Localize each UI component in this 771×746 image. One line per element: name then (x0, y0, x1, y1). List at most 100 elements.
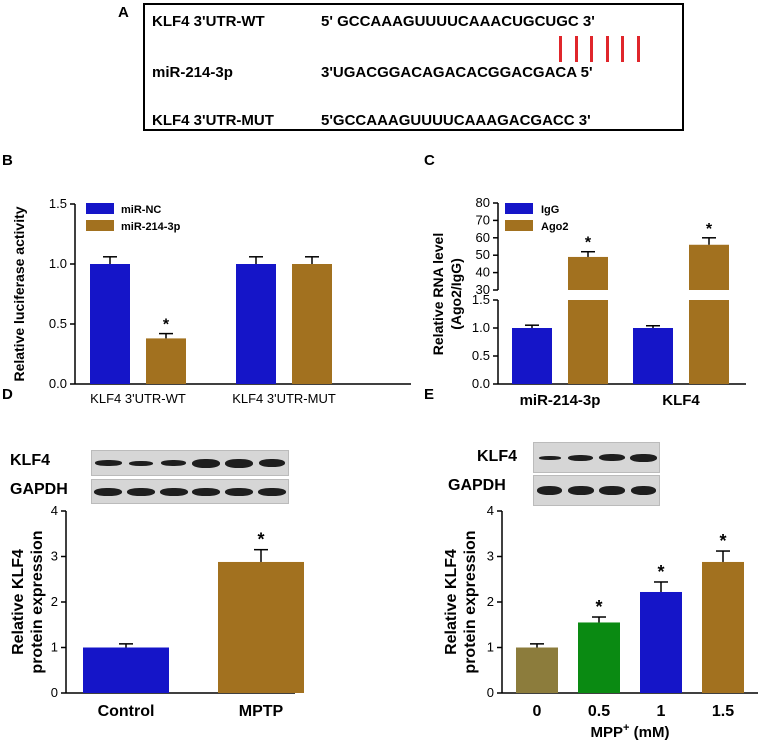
blot-d-klf4-label: KLF4 (10, 452, 50, 469)
sequence-alignment-box: KLF4 3'UTR-WT 5' GCCAAAGUUUUCAAACUGCUGC … (143, 3, 684, 131)
blot-band (192, 458, 221, 468)
chart-d-bar (83, 647, 169, 693)
panel-letter-c: C (424, 152, 435, 169)
chart-c-legend-label: IgG (541, 204, 559, 216)
chart-d-y-label: Relative KLF4 (10, 549, 27, 655)
chart-e-y-tick-label: 2 (487, 594, 494, 609)
base-pairing-lines (559, 36, 649, 62)
blot-e-gapdh-strip (533, 475, 660, 506)
chart-e-sig-marker: * (719, 531, 726, 551)
chart-c-legend-swatch (505, 220, 533, 231)
blot-band (630, 486, 657, 495)
chart-c-y-tick-label: 70 (476, 212, 490, 227)
wt-sequence: 5' GCCAAAGUUUUCAAACUGCUGC 3' (321, 13, 595, 30)
chart-b-y-tick-label: 0.0 (49, 376, 67, 391)
chart-e-x-label-unit: (mM) (629, 724, 669, 741)
blot-band (94, 460, 122, 466)
pairing-line (621, 36, 624, 62)
chart-b-x-tick-label: KLF4 3'UTR-WT (90, 391, 186, 406)
chart-e-bar (702, 561, 744, 693)
blot-band (128, 460, 154, 466)
chart-e-y-tick-label: 1 (487, 640, 494, 655)
mir-sequence-name: miR-214-3p (152, 64, 233, 81)
chart-c-x-tick-label: KLF4 (662, 392, 700, 409)
blot-band (568, 486, 594, 495)
chart-d-sig-marker: * (257, 530, 264, 550)
chart-e-x-label: MPP+ (mM) (591, 722, 670, 741)
chart-c-bar (568, 300, 608, 384)
chart-c-bar (512, 328, 552, 384)
chart-b-x-tick-label: KLF4 3'UTR-MUT (232, 391, 336, 406)
chart-c-y-tick-label: 60 (476, 230, 490, 245)
wt-sequence-name: KLF4 3'UTR-WT (152, 13, 265, 30)
chart-d-x-tick-label: MPTP (239, 703, 284, 720)
chart-d-y-tick-label: 0 (51, 685, 58, 700)
chart-c-legend-label: Ago2 (541, 221, 569, 233)
panel-letter-b: B (2, 152, 13, 169)
chart-e-x-tick-label: 0 (533, 703, 542, 720)
chart-c-y-tick-label: 1.0 (472, 320, 490, 335)
chart-c-y-tick-label: 0.0 (472, 376, 490, 391)
chart-c-legend-swatch (505, 203, 533, 214)
chart-c-y-tick-label: 0.5 (472, 348, 490, 363)
blot-d-gapdh-label: GAPDH (10, 481, 68, 498)
mut-sequence: 5'GCCAAAGUUUUCAAAGACGACC 3' (321, 112, 591, 129)
blot-band (224, 458, 254, 468)
pairing-line (605, 36, 609, 62)
chart-b-y-label: Relative luciferase activity (11, 206, 27, 381)
chart-c-y-tick-label: 1.5 (472, 292, 490, 307)
chart-e-sig-marker: * (595, 597, 602, 617)
pairing-line (559, 36, 562, 62)
chart-b-sig-marker: * (163, 317, 170, 334)
blot-band (225, 487, 253, 496)
chart-e-bar (578, 622, 620, 693)
chart-c-y-label: Relative RNA level (430, 233, 446, 355)
chart-c-bar (568, 256, 608, 290)
chart-e-x-tick-label: 1 (657, 703, 666, 720)
chart-e-y-tick-label: 3 (487, 549, 494, 564)
chart-c-bar (689, 244, 729, 290)
chart-e-x-tick-label: 1.5 (712, 703, 734, 720)
blot-band (127, 487, 155, 496)
chart-b-y-tick-label: 1.5 (49, 196, 67, 211)
chart-e-x-tick-label: 0.5 (588, 703, 610, 720)
blot-band (159, 487, 188, 496)
blot-e-klf4-strip (533, 442, 660, 473)
blot-d-klf4-strip (91, 450, 289, 476)
blot-band (630, 453, 657, 462)
chart-c-y-tick-label: 40 (476, 265, 490, 280)
chart-b-bar (292, 264, 332, 384)
chart-c-sig-marker: * (706, 221, 713, 238)
chart-d-x-tick-label: Control (98, 703, 155, 720)
blot-e-klf4-label: KLF4 (477, 448, 517, 465)
blot-band (599, 454, 625, 461)
chart-e-y-tick-label: 0 (487, 685, 494, 700)
chart-e-x-label-sup: + (623, 722, 629, 734)
chart-e-y-label: protein expression (462, 530, 479, 673)
chart-e-y-tick-label: 4 (487, 503, 494, 518)
chart-d-y-label: protein expression (29, 530, 46, 673)
chart-b-y-tick-label: 1.0 (49, 256, 67, 271)
blot-d-gapdh-strip (91, 479, 289, 504)
chart-b-bar (90, 264, 130, 384)
chart-c-x-tick-label: miR-214-3p (520, 392, 601, 409)
chart-c-y-label: (Ago2/IgG) (448, 258, 464, 330)
blot-band (536, 486, 563, 495)
blot-band (160, 460, 187, 466)
mir-sequence: 3'UGACGGACAGACACGGACGACA 5' (321, 64, 593, 81)
chart-b-bar (236, 264, 276, 384)
chart-b-y-tick-label: 0.5 (49, 316, 67, 331)
chart-e-y-label: Relative KLF4 (443, 549, 460, 655)
chart-b-legend-label: miR-214-3p (121, 221, 181, 233)
blot-band (538, 455, 561, 460)
panel-letter-d: D (2, 386, 13, 403)
chart-b-bar (146, 338, 186, 384)
pairing-line (590, 36, 593, 62)
pairing-line (636, 36, 640, 62)
chart-c-sig-marker: * (585, 235, 592, 252)
chart-b-legend-swatch (86, 220, 114, 231)
chart-d-bar (218, 561, 304, 693)
blot-band (599, 486, 625, 495)
pairing-line (574, 36, 578, 62)
